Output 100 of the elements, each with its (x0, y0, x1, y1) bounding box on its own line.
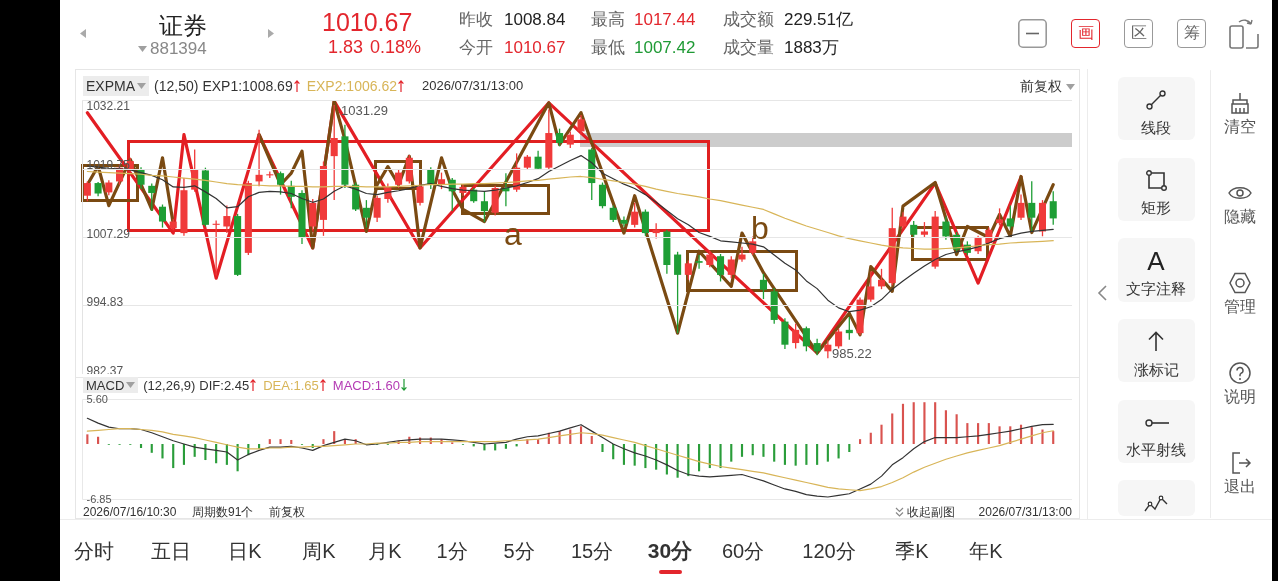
bar (955, 414, 958, 444)
bar (998, 426, 1001, 444)
bar (923, 402, 926, 444)
candlestick (738, 246, 746, 263)
text: 1010.67 (322, 7, 413, 37)
bar (762, 443, 765, 457)
bar (740, 443, 744, 457)
text: 成交量 (723, 37, 774, 59)
candlestick (362, 199, 370, 229)
text: 成交额 (723, 9, 774, 31)
bar (150, 443, 153, 453)
candlestick (1028, 180, 1036, 233)
y-tick-label: -6.85 (86, 492, 112, 505)
text: 分时 (74, 539, 114, 563)
text: 周K (302, 539, 336, 563)
text: 管理 (1224, 297, 1256, 317)
candlestick (802, 325, 810, 352)
text: 5分 (503, 539, 535, 563)
candlestick (641, 208, 649, 237)
text: 周期数91个 (192, 504, 254, 520)
text: 30分 (647, 538, 693, 564)
candlestick (395, 169, 403, 189)
text: 0.18% (370, 37, 422, 59)
y-tick-label: 1007.29 (86, 226, 131, 241)
text: 季K (895, 539, 929, 563)
candlestick (867, 270, 875, 303)
text: 矩形 (1141, 199, 1171, 217)
legend-label: MACD:1.60 (332, 377, 401, 393)
text: 年K (969, 539, 1003, 563)
bar (268, 439, 271, 444)
candlestick (717, 253, 725, 283)
text: 筹 (1177, 19, 1206, 48)
candlestick (1017, 193, 1025, 221)
y-tick-label: 1019.75 (86, 158, 131, 172)
candlestick (158, 203, 167, 229)
text: 线段 (1141, 119, 1171, 137)
bar (837, 443, 840, 459)
y-tick-label: 982.37 (86, 363, 124, 378)
candlestick (277, 170, 285, 196)
annotation: b (751, 208, 769, 248)
candlestick (330, 104, 338, 201)
candlestick (577, 114, 585, 135)
text: 1017.44 (634, 9, 696, 31)
bar (1041, 429, 1044, 444)
bar (880, 424, 883, 444)
candlestick (759, 273, 767, 300)
text: 退出 (1224, 477, 1256, 497)
text: DIF:2.45 (199, 377, 250, 393)
bar (483, 443, 486, 451)
text: 120分 (802, 539, 856, 563)
text: A (1147, 246, 1165, 278)
candlestick (727, 255, 735, 279)
text: 1883万 (784, 37, 839, 59)
text: EXP2:1006.62 (306, 78, 397, 94)
text: 文字注释 (1126, 280, 1186, 298)
text: 2026/07/16/10:30 (83, 504, 177, 520)
text: 五日 (151, 539, 191, 563)
text: 月K (368, 539, 402, 563)
bar (944, 410, 947, 444)
bar (805, 443, 808, 465)
line-series (86, 428, 1054, 492)
text: 2026/07/31/13:00 (978, 504, 1072, 520)
text: 前复权 (1020, 77, 1062, 95)
bar (934, 402, 937, 444)
bar (751, 443, 754, 456)
text: 涨标记 (1133, 361, 1179, 379)
text: 1分 (436, 539, 468, 563)
text: 收起副图 (907, 504, 955, 520)
text: 60分 (721, 539, 765, 563)
text: DEA:1.65 (263, 377, 319, 393)
text: 今开 (459, 37, 493, 59)
candlestick (309, 198, 317, 231)
bar (161, 443, 164, 459)
bar (773, 443, 776, 462)
candlestick (148, 182, 156, 212)
bar (730, 443, 733, 462)
candlestick (416, 182, 424, 207)
candlestick (598, 181, 607, 210)
bar (794, 443, 797, 466)
text: 区 (1124, 19, 1153, 48)
line-series (86, 154, 1054, 313)
bar (901, 403, 905, 444)
bar (590, 435, 593, 444)
candlestick (835, 328, 843, 350)
bar (86, 434, 89, 444)
text: 最低 (591, 37, 625, 59)
indicator-dropdown: EXPMA (83, 76, 149, 96)
candlestick (480, 190, 488, 223)
bar (322, 439, 325, 444)
indicator-dropdown: MACD (83, 377, 139, 393)
annotation: 1031.29 (341, 103, 388, 119)
text: 前复权 (269, 504, 305, 520)
y-tick-label: 5.60 (86, 392, 108, 405)
candlestick (942, 215, 950, 241)
chart-title: EXPMA (86, 78, 136, 94)
annotation: 985.22 (832, 346, 872, 362)
candlestick (684, 259, 692, 281)
text: 水平射线 (1126, 441, 1186, 459)
bar (172, 443, 175, 469)
bar (816, 443, 819, 465)
